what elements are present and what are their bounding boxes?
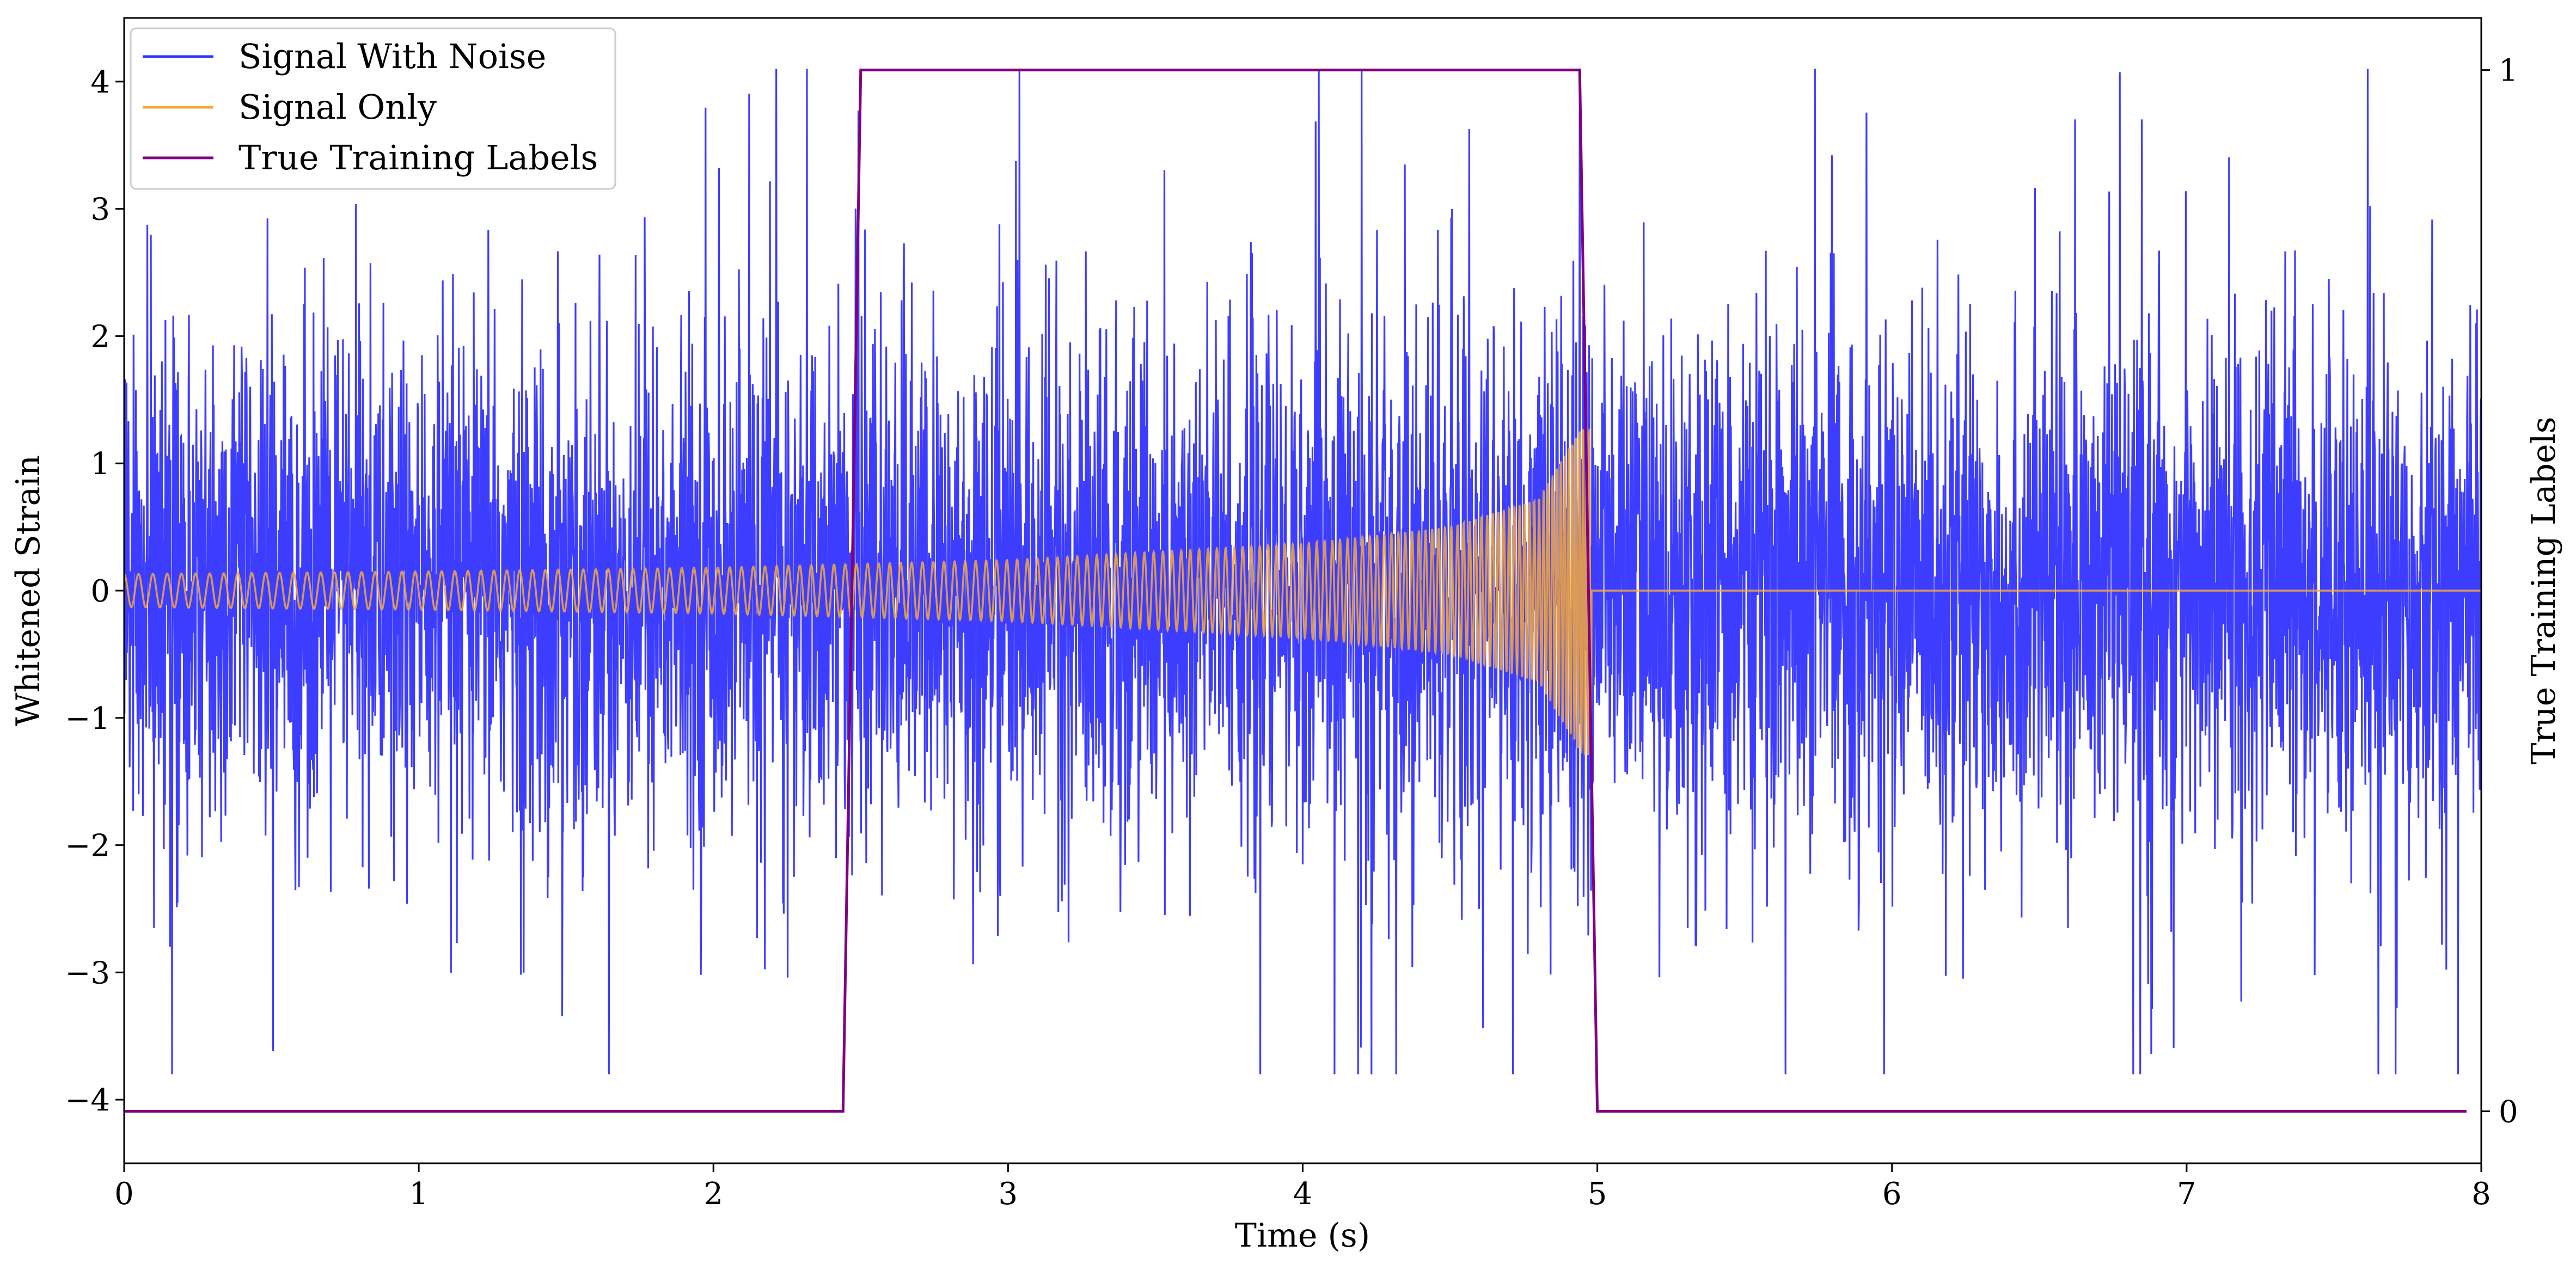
x-tick-label: 1 [409, 1176, 429, 1212]
x-tick-label: 6 [1882, 1176, 1902, 1212]
x-tick-label: 0 [114, 1176, 134, 1212]
series-signal-with-noise [124, 69, 2481, 1075]
y2-tick-label: 1 [2499, 53, 2518, 89]
signal-with-noise-line [124, 69, 2481, 1075]
y-tick-label: 4 [90, 65, 110, 100]
y-tick-label: −4 [65, 1083, 110, 1118]
x-tick-label: 5 [1588, 1176, 1607, 1212]
y-tick-label: 0 [90, 574, 110, 609]
x-tick-label: 2 [703, 1176, 723, 1212]
y-tick-label: 2 [90, 319, 110, 354]
y-tick-label: 3 [90, 192, 110, 228]
x-axis-title: Time (s) [1235, 1217, 1370, 1255]
legend-label-signal-only: Signal Only [238, 87, 437, 127]
x-axis: 0 1 2 3 4 5 6 7 8 [114, 1163, 2491, 1212]
y-tick-label: −2 [65, 829, 110, 864]
y-axis-right: 10 [2481, 53, 2518, 1130]
legend-label-true-training-labels: True Training Labels [238, 138, 598, 177]
y-tick-label: −3 [65, 955, 110, 991]
series-true-training-labels [124, 69, 2467, 1113]
legend: Signal With Noise Signal Only True Train… [130, 27, 616, 190]
true-training-labels-line [124, 69, 2467, 1113]
y2-tick-label: 0 [2499, 1094, 2518, 1130]
plot-area [124, 69, 2481, 1113]
x-tick-label: 3 [999, 1176, 1018, 1212]
series-signal-only [124, 425, 2481, 756]
x-tick-label: 4 [1293, 1176, 1313, 1212]
y2-axis-title: True Training Labels [2525, 416, 2563, 764]
legend-label-signal-with-noise: Signal With Noise [238, 36, 546, 76]
signal-only-line [124, 425, 2481, 756]
y-tick-label: −1 [65, 701, 110, 737]
x-tick-label: 7 [2177, 1176, 2196, 1212]
y-axis-title: Whitened Strain [9, 455, 47, 726]
x-tick-label: 8 [2471, 1176, 2491, 1212]
y-tick-label: 1 [90, 446, 110, 482]
legend-box [130, 27, 616, 190]
y-axis-left: 4 3 2 1 0 −1 −2 −3 −4 [65, 65, 124, 1118]
